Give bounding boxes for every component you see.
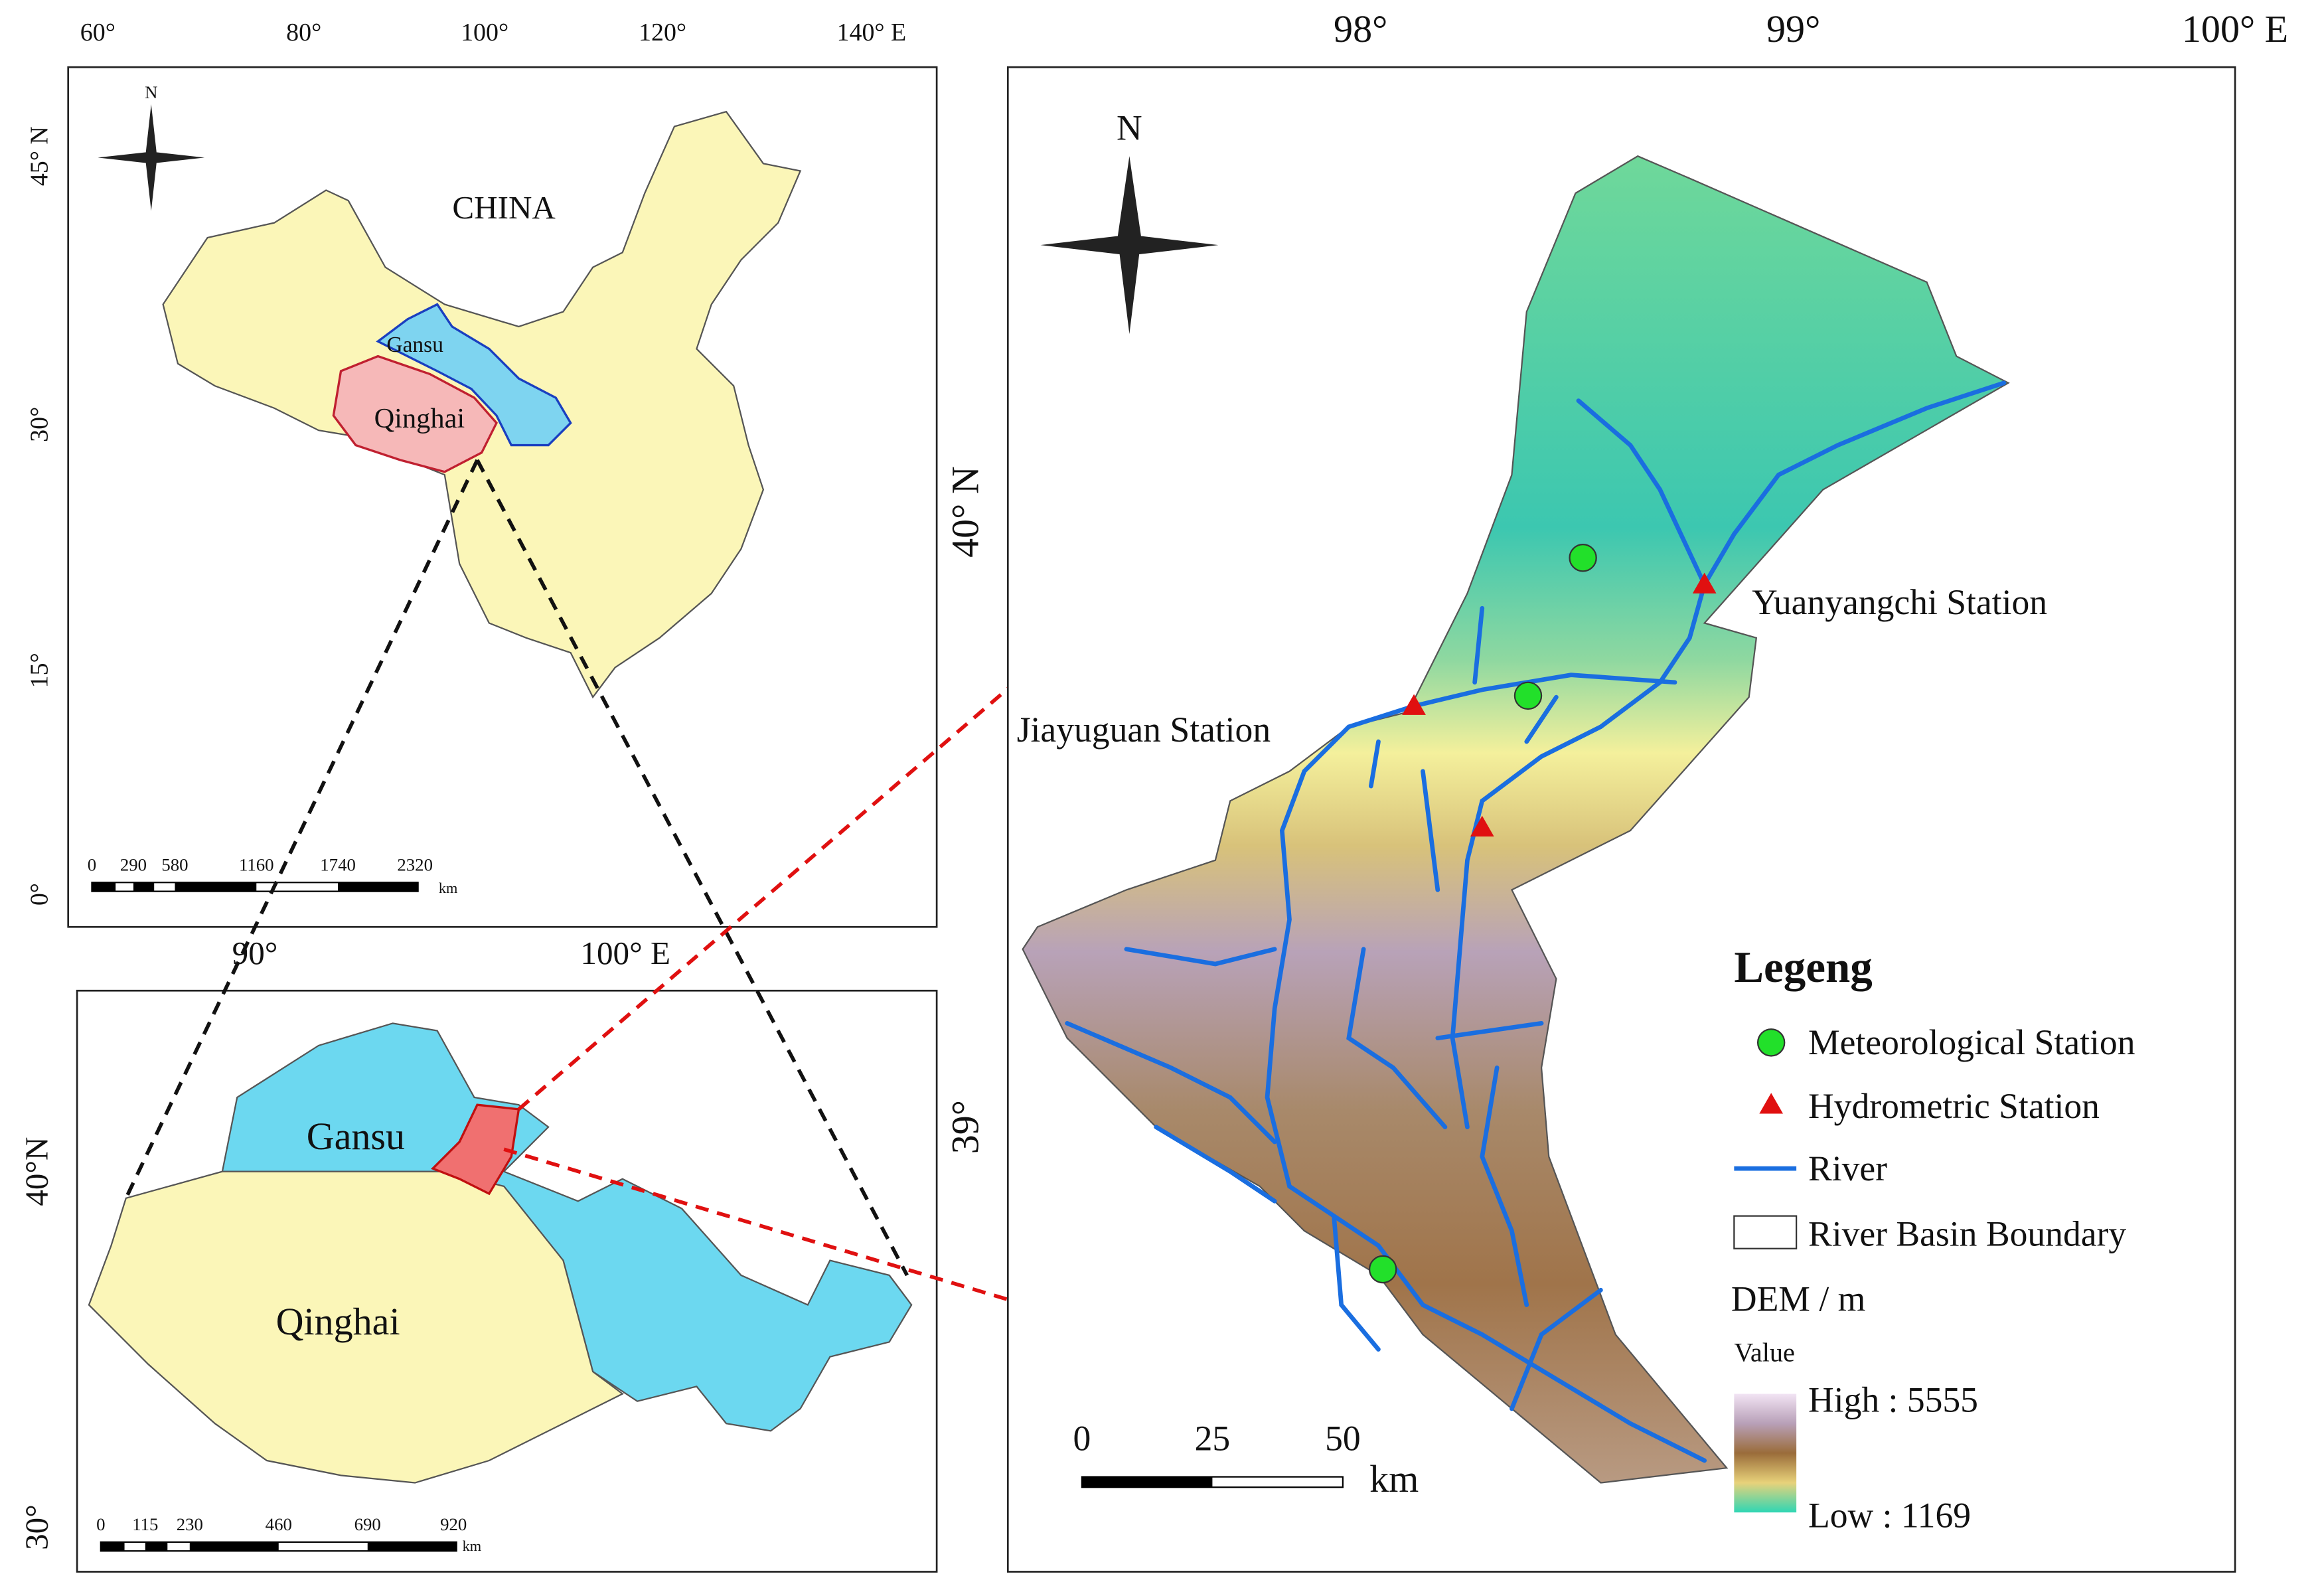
province-panel: 90° 100° E 40°N 30° Gansu Qinghai 0 115 … [18, 935, 938, 1573]
legend-symbol [1733, 1215, 1798, 1249]
lon-label: 80° [286, 19, 321, 46]
lat-label: 40° N [944, 466, 987, 558]
scale-segments [100, 1542, 457, 1551]
scale-label: 460 [266, 1514, 292, 1534]
lon-label: 98° [1334, 7, 1387, 50]
north-arrow: N [1040, 108, 1219, 335]
province-label: Gansu [307, 1115, 405, 1158]
lon-label: 140° E [836, 19, 906, 46]
basin-panel: 98° 99° 100° E 40° N 39° Yuanyangchi Sta… [944, 7, 2288, 1573]
lat-label: 30° [18, 1504, 54, 1550]
scale-unit: km [439, 880, 458, 896]
legend-symbol [1756, 1028, 1786, 1057]
north-label: N [1117, 108, 1142, 148]
scale-label: 0 [96, 1514, 105, 1534]
meteorological-station [1569, 544, 1597, 572]
lat-label: 45° N [25, 126, 53, 186]
station-label: Jiayuguan Station [1017, 710, 1271, 750]
province-label: Qinghai [276, 1300, 400, 1343]
stations [1368, 544, 1717, 1284]
river [1576, 398, 1707, 587]
river [1435, 1020, 1603, 1411]
scale-bar: 0 115 230 460 690 920 km [96, 1514, 481, 1554]
scale-segment [1081, 1476, 1213, 1488]
lat-label: 30° [25, 407, 53, 442]
meteorological-station [1368, 1255, 1397, 1284]
scale-unit: km [1369, 1457, 1419, 1500]
lat-label: 40°N [18, 1137, 54, 1206]
rivers [1065, 380, 2007, 1463]
gansu [376, 303, 572, 447]
river [1065, 947, 1277, 1204]
scale-label: 230 [177, 1514, 203, 1534]
province-label: Gansu [386, 333, 443, 357]
dem-title: DEM / m [1731, 1279, 1865, 1319]
river [1265, 673, 1707, 1463]
basin [430, 1103, 520, 1196]
qinghai [332, 355, 498, 473]
scale-label: 0 [1073, 1418, 1091, 1458]
scale-label: 25 [1195, 1418, 1231, 1458]
scale-label: 1740 [320, 854, 356, 874]
lon-label: 99° [1766, 7, 1820, 50]
dem-subtitle: Value [1734, 1337, 1795, 1367]
scale-label: 2320 [397, 854, 433, 874]
legend-label: Hydrometric Station [1808, 1086, 2100, 1126]
scale-label: 580 [161, 854, 188, 874]
lon-label: 90° [232, 935, 278, 971]
dem-high: High : 5555 [1808, 1380, 1978, 1419]
lon-label: 120° [639, 19, 686, 46]
lon-label: 60° [80, 19, 116, 46]
zoom-line [124, 459, 909, 1277]
legend-title: Legeng [1734, 943, 1872, 992]
scale-unit: km [463, 1538, 482, 1554]
legend-label: River [1808, 1149, 1887, 1188]
scale-bar: 0 25 50 km [1073, 1418, 1419, 1500]
gansu [221, 1022, 913, 1432]
scale-label: 690 [354, 1514, 381, 1534]
lon-label: 100° E [2182, 7, 2288, 50]
scale-label: 1160 [239, 854, 274, 874]
meteorological-station [1513, 681, 1543, 710]
north-label: N [145, 82, 157, 102]
lat-label: 39° [944, 1100, 987, 1154]
legend-symbol [1759, 1093, 1784, 1114]
legend: Legeng Meteorological Station Hydrometri… [1731, 943, 2135, 1536]
scale-label: 920 [440, 1514, 467, 1534]
scale-label: 50 [1325, 1418, 1361, 1458]
station-label: Yuanyangchi Station [1752, 582, 2047, 622]
legend-label: River Basin Boundary [1808, 1214, 2126, 1253]
lon-label: 100° E [580, 935, 670, 971]
north-arrow: N [98, 82, 205, 211]
legend-label: Meteorological Station [1808, 1022, 2135, 1062]
river [1368, 605, 1559, 892]
lat-label: 0° [25, 883, 53, 906]
compass [98, 104, 205, 211]
scale-label: 0 [88, 854, 96, 874]
lon-label: 100° [461, 19, 508, 46]
lat-label: 15° [25, 653, 53, 688]
scale-segments [92, 882, 418, 892]
scale-label: 115 [132, 1514, 158, 1534]
country-label: CHINA [452, 189, 556, 226]
dem-colorbar [1734, 1393, 1797, 1513]
compass [1040, 156, 1219, 335]
province-label: Qinghai [374, 403, 465, 434]
dem-low: Low : 1169 [1808, 1495, 1971, 1535]
scale-bar: 0 290 580 1160 1740 2320 km [88, 854, 458, 896]
overview-panel: 60° 80° 100° 120° 140° E 45° N 30° 15° 0… [25, 19, 938, 928]
river [1332, 947, 1529, 1352]
scale-label: 290 [120, 854, 147, 874]
